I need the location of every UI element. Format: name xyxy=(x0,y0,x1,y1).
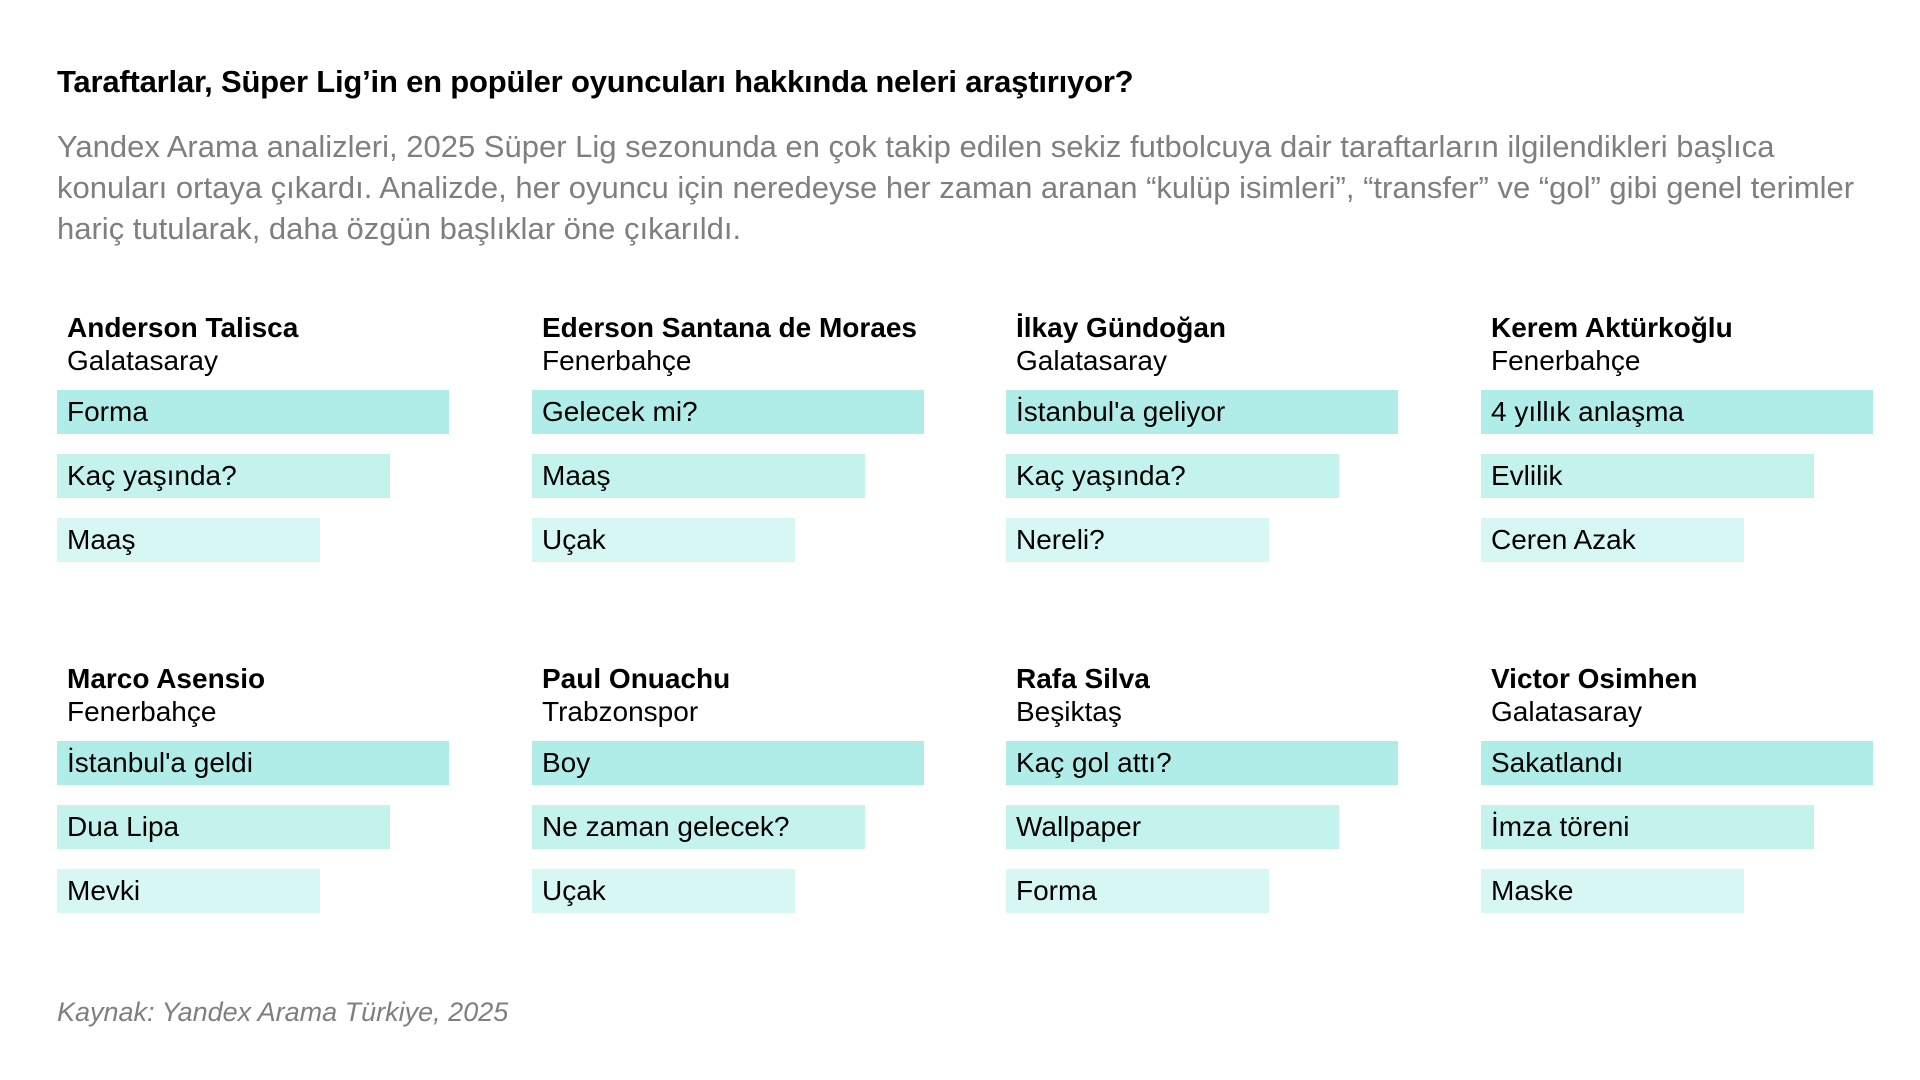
player-panel: İlkay Gündoğan Galatasaray İstanbul'a geli… xyxy=(1006,312,1406,582)
player-panel: Rafa Silva Beşiktaş Kaç gol attı? Wallpaper… xyxy=(1006,663,1406,933)
player-name: Rafa Silva xyxy=(1016,663,1150,694)
topic-bar: İmza töreni xyxy=(1481,805,1814,849)
player-name: Paul Onuachu xyxy=(542,663,731,694)
topic-label: Dua Lipa xyxy=(67,811,180,842)
source-note: Kaynak: Yandex Arama Türkiye, 2025 xyxy=(57,997,509,1027)
topic-label: Nereli? xyxy=(1016,524,1105,555)
player-panel: Ederson Santana de Moraes Fenerbahçe Gelec… xyxy=(532,312,932,582)
topic-bar: Mevki xyxy=(57,869,320,913)
topic-label: Forma xyxy=(67,396,148,427)
topic-bar: Sakatlandı xyxy=(1481,741,1873,785)
topic-label: İstanbul'a geldi xyxy=(67,747,253,778)
player-team: Galatasaray xyxy=(1491,696,1642,727)
topic-label: 4 yıllık anlaşma xyxy=(1491,396,1684,427)
topic-label: Kaç yaşında? xyxy=(1016,460,1186,491)
player-team: Fenerbahçe xyxy=(542,345,692,376)
topic-label: Wallpaper xyxy=(1016,811,1142,842)
chart-title: Taraftarlar, Süper Lig’in en popüler oyu… xyxy=(57,64,1134,99)
player-panel: Paul Onuachu Trabzonspor Boy Ne zaman gelec… xyxy=(532,663,932,933)
topic-bar: 4 yıllık anlaşma xyxy=(1481,390,1873,434)
topic-label: Ne zaman gelecek? xyxy=(542,811,790,842)
player-name: Kerem Aktürkoğlu xyxy=(1491,312,1733,343)
player-team: Galatasaray xyxy=(67,345,218,376)
topic-bar: Ne zaman gelecek? xyxy=(532,805,865,849)
topic-label: Ceren Azak xyxy=(1491,524,1636,555)
player-name: Victor Osimhen xyxy=(1491,663,1698,694)
topic-bar: İstanbul'a geliyor xyxy=(1006,390,1398,434)
player-name: Anderson Talisca xyxy=(67,312,299,343)
topic-label: Kaç gol attı? xyxy=(1016,747,1172,778)
topic-label: Mevki xyxy=(67,875,141,906)
player-name: Ederson Santana de Moraes xyxy=(542,312,918,343)
player-name: Marco Asensio xyxy=(67,663,266,694)
topic-bar: Maaş xyxy=(532,454,865,498)
topic-label: İstanbul'a geliyor xyxy=(1016,396,1226,427)
player-name: İlkay Gündoğan xyxy=(1016,312,1227,343)
topic-bar: Uçak xyxy=(532,869,795,913)
chart-subtitle: Yandex Arama analizleri, 2025 Süper Lig … xyxy=(57,129,1855,246)
player-panel: Kerem Aktürkoğlu Fenerbahçe 4 yıllık anlaş… xyxy=(1481,312,1881,582)
topic-bar: Kaç gol attı? xyxy=(1006,741,1398,785)
topic-bar: Kaç yaşında? xyxy=(57,454,390,498)
topic-bar: İstanbul'a geldi xyxy=(57,741,449,785)
topic-label: Kaç yaşında? xyxy=(67,460,237,491)
topic-bar: Ceren Azak xyxy=(1481,518,1744,562)
topic-label: Forma xyxy=(1016,875,1097,906)
topic-label: Maaş xyxy=(67,524,136,555)
topic-bar: Uçak xyxy=(532,518,795,562)
topic-label: Boy xyxy=(542,747,591,778)
topic-label: Maske xyxy=(1491,875,1574,906)
topic-bar: Maaş xyxy=(57,518,320,562)
topic-bar: Forma xyxy=(57,390,449,434)
topic-bar: Evlilik xyxy=(1481,454,1814,498)
player-panel: Victor Osimhen Galatasaray Sakatlandı İmza … xyxy=(1481,663,1881,933)
player-panel: Anderson Talisca Galatasaray Forma Kaç yaşı… xyxy=(57,312,457,582)
topic-bar: Gelecek mi? xyxy=(532,390,924,434)
player-team: Galatasaray xyxy=(1016,345,1167,376)
topic-bar: Forma xyxy=(1006,869,1269,913)
topic-label: Uçak xyxy=(542,524,606,555)
topic-bar: Wallpaper xyxy=(1006,805,1339,849)
player-team: Fenerbahçe xyxy=(67,696,217,727)
topic-bar: Kaç yaşında? xyxy=(1006,454,1339,498)
topic-bar: Maske xyxy=(1481,869,1744,913)
topic-bar: Dua Lipa xyxy=(57,805,390,849)
topic-label: Gelecek mi? xyxy=(542,396,698,427)
player-team: Fenerbahçe xyxy=(1491,345,1641,376)
topic-label: Maaş xyxy=(542,460,611,491)
topic-bar: Nereli? xyxy=(1006,518,1269,562)
topic-label: İmza töreni xyxy=(1491,811,1630,842)
player-team: Trabzonspor xyxy=(542,696,699,727)
player-team: Beşiktaş xyxy=(1016,696,1122,727)
topic-bar: Boy xyxy=(532,741,924,785)
topic-label: Evlilik xyxy=(1491,460,1563,491)
topic-label: Sakatlandı xyxy=(1491,747,1624,778)
topic-label: Uçak xyxy=(542,875,606,906)
player-panel: Marco Asensio Fenerbahçe İstanbul'a geldi D… xyxy=(57,663,457,933)
